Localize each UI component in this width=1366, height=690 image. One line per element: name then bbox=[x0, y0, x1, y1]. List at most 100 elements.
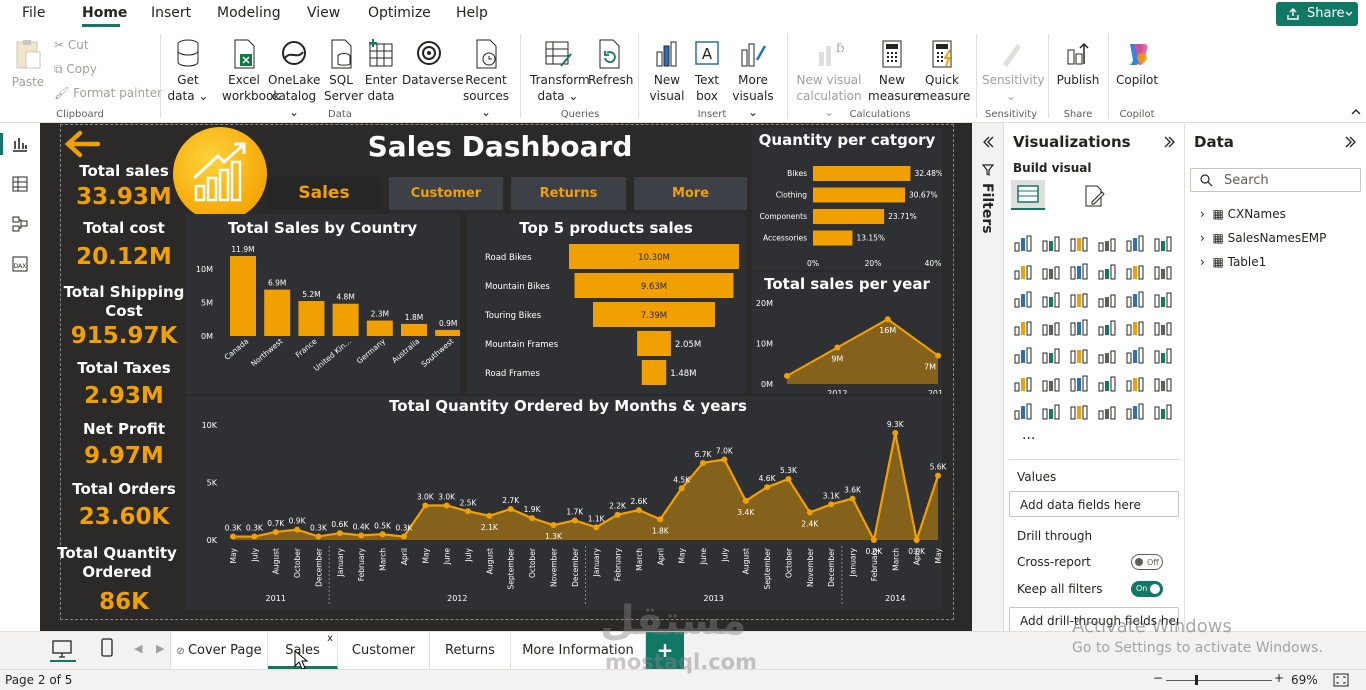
back-arrow-icon[interactable] bbox=[62, 128, 102, 160]
metrics-icon[interactable] bbox=[1041, 402, 1061, 420]
sql-server-button[interactable]: SQL Server bbox=[324, 38, 363, 104]
100-bar-icon[interactable] bbox=[1125, 234, 1145, 252]
menu-file[interactable]: File bbox=[22, 5, 46, 21]
new-visual-button[interactable]: New visual bbox=[646, 38, 688, 104]
mobile-layout-icon[interactable] bbox=[100, 638, 114, 658]
filled-map-icon[interactable] bbox=[1069, 318, 1089, 336]
paste-button[interactable]: Paste bbox=[8, 38, 48, 90]
key-influencers-icon[interactable] bbox=[1041, 374, 1061, 392]
monthly-chart-card[interactable] bbox=[185, 396, 942, 610]
multi-row-card-icon[interactable] bbox=[1013, 346, 1033, 364]
r-script-icon[interactable] bbox=[1153, 346, 1173, 364]
expand-left-icon[interactable] bbox=[981, 135, 995, 149]
more-visuals-button[interactable]: More visuals ⌄ bbox=[728, 38, 778, 120]
model-view-icon[interactable] bbox=[11, 215, 29, 233]
zoom-slider-thumb[interactable] bbox=[1195, 675, 1198, 685]
ribbon-icon[interactable] bbox=[1013, 290, 1033, 308]
gauge-icon[interactable] bbox=[1125, 318, 1145, 336]
line-column-icon[interactable] bbox=[1125, 262, 1145, 280]
nav-returns-button[interactable]: Returns bbox=[511, 177, 626, 210]
menu-view[interactable]: View bbox=[307, 5, 341, 21]
more-visuals-ellipsis[interactable]: ... bbox=[1022, 427, 1036, 443]
cross-report-toggle[interactable]: Off bbox=[1131, 554, 1163, 570]
dax-query-view-icon[interactable]: DAX bbox=[11, 255, 29, 273]
year-sales-chart[interactable]: 20M 10M 0M 9M 16M 7M 2012 2014 bbox=[752, 294, 942, 394]
decomposition-tree-icon[interactable] bbox=[1069, 374, 1089, 392]
text-box-button[interactable]: A Text box bbox=[690, 38, 724, 104]
100-column-icon[interactable] bbox=[1153, 234, 1173, 252]
format-visual-icon[interactable] bbox=[1082, 184, 1106, 208]
close-tab-icon[interactable]: x bbox=[327, 633, 333, 644]
stacked-area-icon[interactable] bbox=[1069, 262, 1089, 280]
stacked-bar-icon[interactable] bbox=[1013, 234, 1033, 252]
get-data-button[interactable]: Get data ⌄ bbox=[166, 38, 210, 104]
fit-to-page-icon[interactable] bbox=[1333, 673, 1349, 687]
narrative-icon[interactable] bbox=[1125, 402, 1145, 420]
paginated-icon[interactable] bbox=[1153, 374, 1173, 392]
menu-insert[interactable]: Insert bbox=[151, 5, 192, 21]
scatter-icon[interactable] bbox=[1097, 290, 1117, 308]
tab-customer[interactable]: Customer bbox=[338, 632, 430, 669]
python-icon[interactable] bbox=[1013, 374, 1033, 392]
trophy-icon[interactable] bbox=[1153, 402, 1173, 420]
year-chart-card[interactable] bbox=[752, 272, 942, 394]
scroll-left-icon[interactable]: ◀ bbox=[134, 642, 143, 655]
enter-data-button[interactable]: Enter data bbox=[364, 38, 398, 104]
refresh-button[interactable]: Refresh bbox=[588, 38, 633, 88]
dataverse-button[interactable]: Dataverse bbox=[402, 38, 464, 88]
add-page-button[interactable]: + bbox=[646, 632, 684, 669]
build-visual-tab[interactable] bbox=[1011, 180, 1045, 210]
slicer-icon[interactable] bbox=[1069, 346, 1089, 364]
data-search-box[interactable]: Search bbox=[1190, 168, 1361, 192]
products-sales-chart[interactable]: Road Bikes 10.30M Mountain Bikes 9.63M Touri… bbox=[467, 240, 745, 394]
format-painter-button[interactable]: 🖌 Format painter bbox=[54, 86, 163, 100]
nav-sales-button[interactable]: Sales bbox=[267, 177, 381, 210]
filters-pane-collapsed[interactable]: Filters bbox=[972, 123, 1004, 631]
azure-map-icon[interactable] bbox=[1097, 318, 1117, 336]
zoom-slider[interactable] bbox=[1166, 680, 1272, 681]
matrix-icon[interactable] bbox=[1125, 346, 1145, 364]
stacked-column-icon[interactable] bbox=[1041, 234, 1061, 252]
category-quantity-chart[interactable]: Bikes 32.48% Clothing 30.67% Components 23.71… bbox=[752, 152, 942, 270]
menu-help[interactable]: Help bbox=[456, 5, 488, 21]
zoom-in-icon[interactable]: + bbox=[1274, 671, 1285, 685]
power-automate-icon[interactable] bbox=[1069, 402, 1089, 420]
nav-customer-button[interactable]: Customer bbox=[389, 177, 503, 210]
quick-measure-button[interactable]: Quick measure bbox=[918, 38, 970, 104]
qa-icon[interactable] bbox=[1097, 374, 1117, 392]
cut-button[interactable]: ✂ Cut bbox=[54, 38, 89, 52]
smart-narrative-icon[interactable] bbox=[1125, 374, 1145, 392]
share-button[interactable]: Share bbox=[1276, 2, 1358, 26]
card-icon[interactable] bbox=[1153, 318, 1173, 336]
line-clustered-column-icon[interactable] bbox=[1153, 262, 1173, 280]
excel-workbook-button[interactable]: Excel workbook bbox=[222, 38, 280, 104]
publish-button[interactable]: Publish bbox=[1054, 38, 1102, 88]
tab-more-information[interactable]: More Information bbox=[511, 632, 646, 669]
power-apps-icon[interactable] bbox=[1013, 402, 1033, 420]
table-item[interactable]: › ▦ SalesNamesEMP bbox=[1200, 231, 1327, 245]
table-view-icon[interactable] bbox=[11, 175, 29, 193]
pie-icon[interactable] bbox=[1125, 290, 1145, 308]
menu-modeling[interactable]: Modeling bbox=[217, 5, 281, 21]
recent-sources-button[interactable]: Recent sources ⌄ bbox=[460, 38, 512, 120]
menu-optimize[interactable]: Optimize bbox=[368, 5, 431, 21]
sensitivity-button[interactable]: Sensitivity ⌄ bbox=[982, 38, 1044, 104]
nav-more-information-button[interactable]: More Information bbox=[634, 177, 747, 234]
kpi-icon[interactable] bbox=[1041, 346, 1061, 364]
onelake-catalog-button[interactable]: OneLake catalog ⌄ bbox=[268, 38, 320, 120]
collapse-ribbon-icon[interactable] bbox=[1350, 106, 1362, 118]
monthly-quantity-chart[interactable]: 10K 5K 0K 0.3K May 0.3K July 0.7K August 0.9K Octo… bbox=[185, 414, 951, 610]
table-item[interactable]: › ▦ CXNames bbox=[1200, 207, 1286, 221]
funnel-icon[interactable] bbox=[1069, 290, 1089, 308]
area-icon[interactable] bbox=[1041, 262, 1061, 280]
clustered-bar-icon[interactable] bbox=[1069, 234, 1089, 252]
collapse-right-icon[interactable] bbox=[1344, 135, 1358, 149]
new-measure-button[interactable]: New measure bbox=[868, 38, 920, 104]
transform-data-button[interactable]: Transform data ⌄ bbox=[530, 38, 590, 104]
copilot-button[interactable]: Copilot bbox=[1114, 38, 1160, 88]
table-item[interactable]: › ▦ Table1 bbox=[1200, 255, 1267, 269]
table-icon[interactable] bbox=[1097, 346, 1117, 364]
copy-button[interactable]: ⧉ Copy bbox=[54, 62, 97, 76]
zoom-out-icon[interactable]: − bbox=[1153, 671, 1164, 685]
country-sales-chart[interactable]: 10M 5M 0M 11.9M Canada 6.9M Northwest 5.2M Franc… bbox=[185, 240, 460, 394]
